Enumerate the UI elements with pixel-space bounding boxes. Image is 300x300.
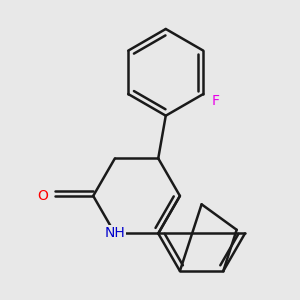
- Text: F: F: [211, 94, 219, 108]
- Text: NH: NH: [104, 226, 125, 241]
- Text: O: O: [37, 189, 48, 203]
